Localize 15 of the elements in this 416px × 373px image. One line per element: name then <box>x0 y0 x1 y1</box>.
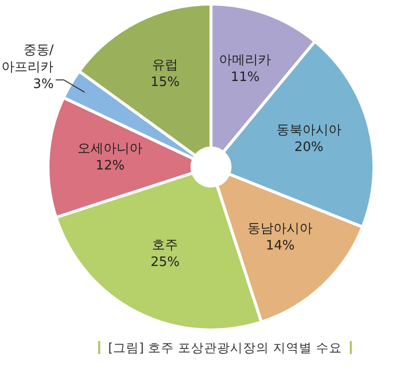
text: [그림] 호주 포상관광시장의 지역별 수요 <box>108 340 342 355</box>
data-label: 20% <box>294 140 324 155</box>
data-label: 14% <box>266 238 295 254</box>
data-label: 15% <box>150 74 180 90</box>
slice-label: 오세아니아 <box>78 142 143 157</box>
data-label: 11% <box>230 70 260 85</box>
slice-label: 아메리카 <box>219 52 272 68</box>
data-label: 25% <box>150 255 180 270</box>
slice-label: 호주 <box>152 238 178 254</box>
slice-label: 유럽 <box>152 58 178 73</box>
data-label: 12% <box>96 158 125 174</box>
slice-label: 동북아시아 <box>276 122 342 138</box>
data-label: 3% <box>33 76 54 92</box>
slice-label: 동남아시아 <box>248 222 313 237</box>
slice-label: 중동/아프리카 <box>2 42 54 75</box>
